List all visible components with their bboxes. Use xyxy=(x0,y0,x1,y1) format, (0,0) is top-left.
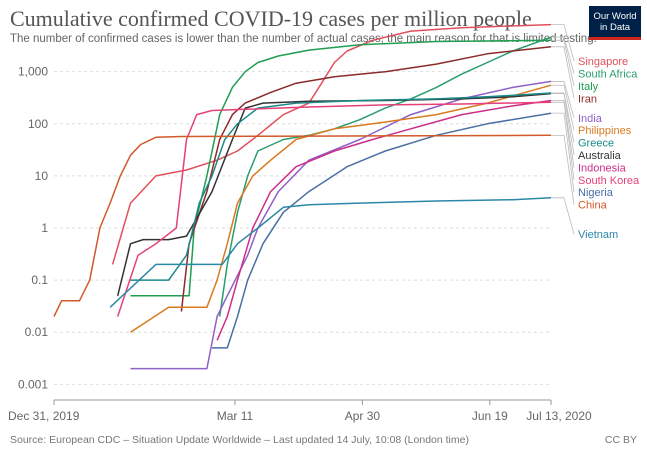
chart-title: Cumulative confirmed COVID-19 cases per … xyxy=(10,6,532,31)
x-tick-label: Jul 13, 2020 xyxy=(526,409,592,423)
legend-connector xyxy=(551,36,575,74)
legend-connector xyxy=(551,46,575,99)
legend-connector xyxy=(551,92,575,143)
x-axis-ticks: Dec 31, 2019 Mar 11 Apr 30 Jun 19 Jul 13, 20… xyxy=(8,400,592,423)
legend-connector xyxy=(551,134,575,205)
legend-label[interactable]: Singapore xyxy=(578,56,628,68)
series-line-vietnam[interactable] xyxy=(109,197,552,308)
legend-connector xyxy=(551,24,575,62)
legend-connector xyxy=(551,39,575,87)
y-tick-label: 100 xyxy=(28,117,48,131)
series-line-south-korea[interactable] xyxy=(116,101,552,317)
legend-connector xyxy=(551,197,575,235)
series-line-indonesia[interactable] xyxy=(216,99,552,341)
series-line-nigeria[interactable] xyxy=(212,112,552,349)
legend-connector xyxy=(551,101,575,180)
y-tick-label: 0.1 xyxy=(31,273,48,287)
legend-connector xyxy=(551,84,575,131)
x-tick-label: Mar 11 xyxy=(217,409,254,423)
y-tick-label: 1 xyxy=(41,221,48,235)
logo-line-2: in Data xyxy=(599,22,631,33)
y-axis-ticks: 0.001 0.01 0.1 1 10 100 1,000 xyxy=(18,65,48,392)
y-tick-label: 0.001 xyxy=(18,377,48,391)
y-tick-label: 0.01 xyxy=(25,325,49,339)
legend-label[interactable]: China xyxy=(578,200,608,212)
x-tick-label: Apr 30 xyxy=(345,409,381,423)
legend-label[interactable]: Indonesia xyxy=(578,162,627,174)
legend-connector xyxy=(551,93,575,156)
legend-label[interactable]: Greece xyxy=(578,138,614,150)
license-link[interactable]: CC BY xyxy=(604,434,637,446)
y-tick-label: 10 xyxy=(35,169,49,183)
gridlines xyxy=(54,71,551,401)
legend-label[interactable]: Italy xyxy=(578,81,599,93)
series-line-south-africa[interactable] xyxy=(218,36,552,317)
legend-connector xyxy=(551,81,575,118)
legend-label[interactable]: Vietnam xyxy=(578,229,618,241)
source-note: Source: European CDC – Situation Update … xyxy=(10,434,469,446)
legend-label[interactable]: Nigeria xyxy=(578,187,614,199)
series-line-china[interactable] xyxy=(53,134,552,317)
legend-label[interactable]: Philippines xyxy=(578,125,632,137)
x-tick-label: Jun 19 xyxy=(472,409,508,423)
legend-connector xyxy=(551,112,575,193)
legend-label[interactable]: South Africa xyxy=(578,69,638,81)
series-line-singapore[interactable] xyxy=(111,23,552,265)
legend-label[interactable]: Iran xyxy=(578,93,597,105)
series-line-australia[interactable] xyxy=(116,92,552,296)
legend-label[interactable]: India xyxy=(578,113,603,125)
series-line-philippines[interactable] xyxy=(130,84,552,333)
series-lines xyxy=(53,23,552,370)
y-tick-label: 1,000 xyxy=(18,65,48,79)
series-line-greece[interactable] xyxy=(130,92,552,281)
legend-label[interactable]: South Korea xyxy=(578,175,640,187)
series-line-iran[interactable] xyxy=(180,46,552,312)
legend-connector xyxy=(551,100,575,168)
owid-logo[interactable]: Our World in Data xyxy=(589,6,641,40)
logo-line-1: Our World xyxy=(593,11,637,22)
legend-label[interactable]: Australia xyxy=(578,150,622,162)
x-tick-label: Dec 31, 2019 xyxy=(8,409,80,423)
